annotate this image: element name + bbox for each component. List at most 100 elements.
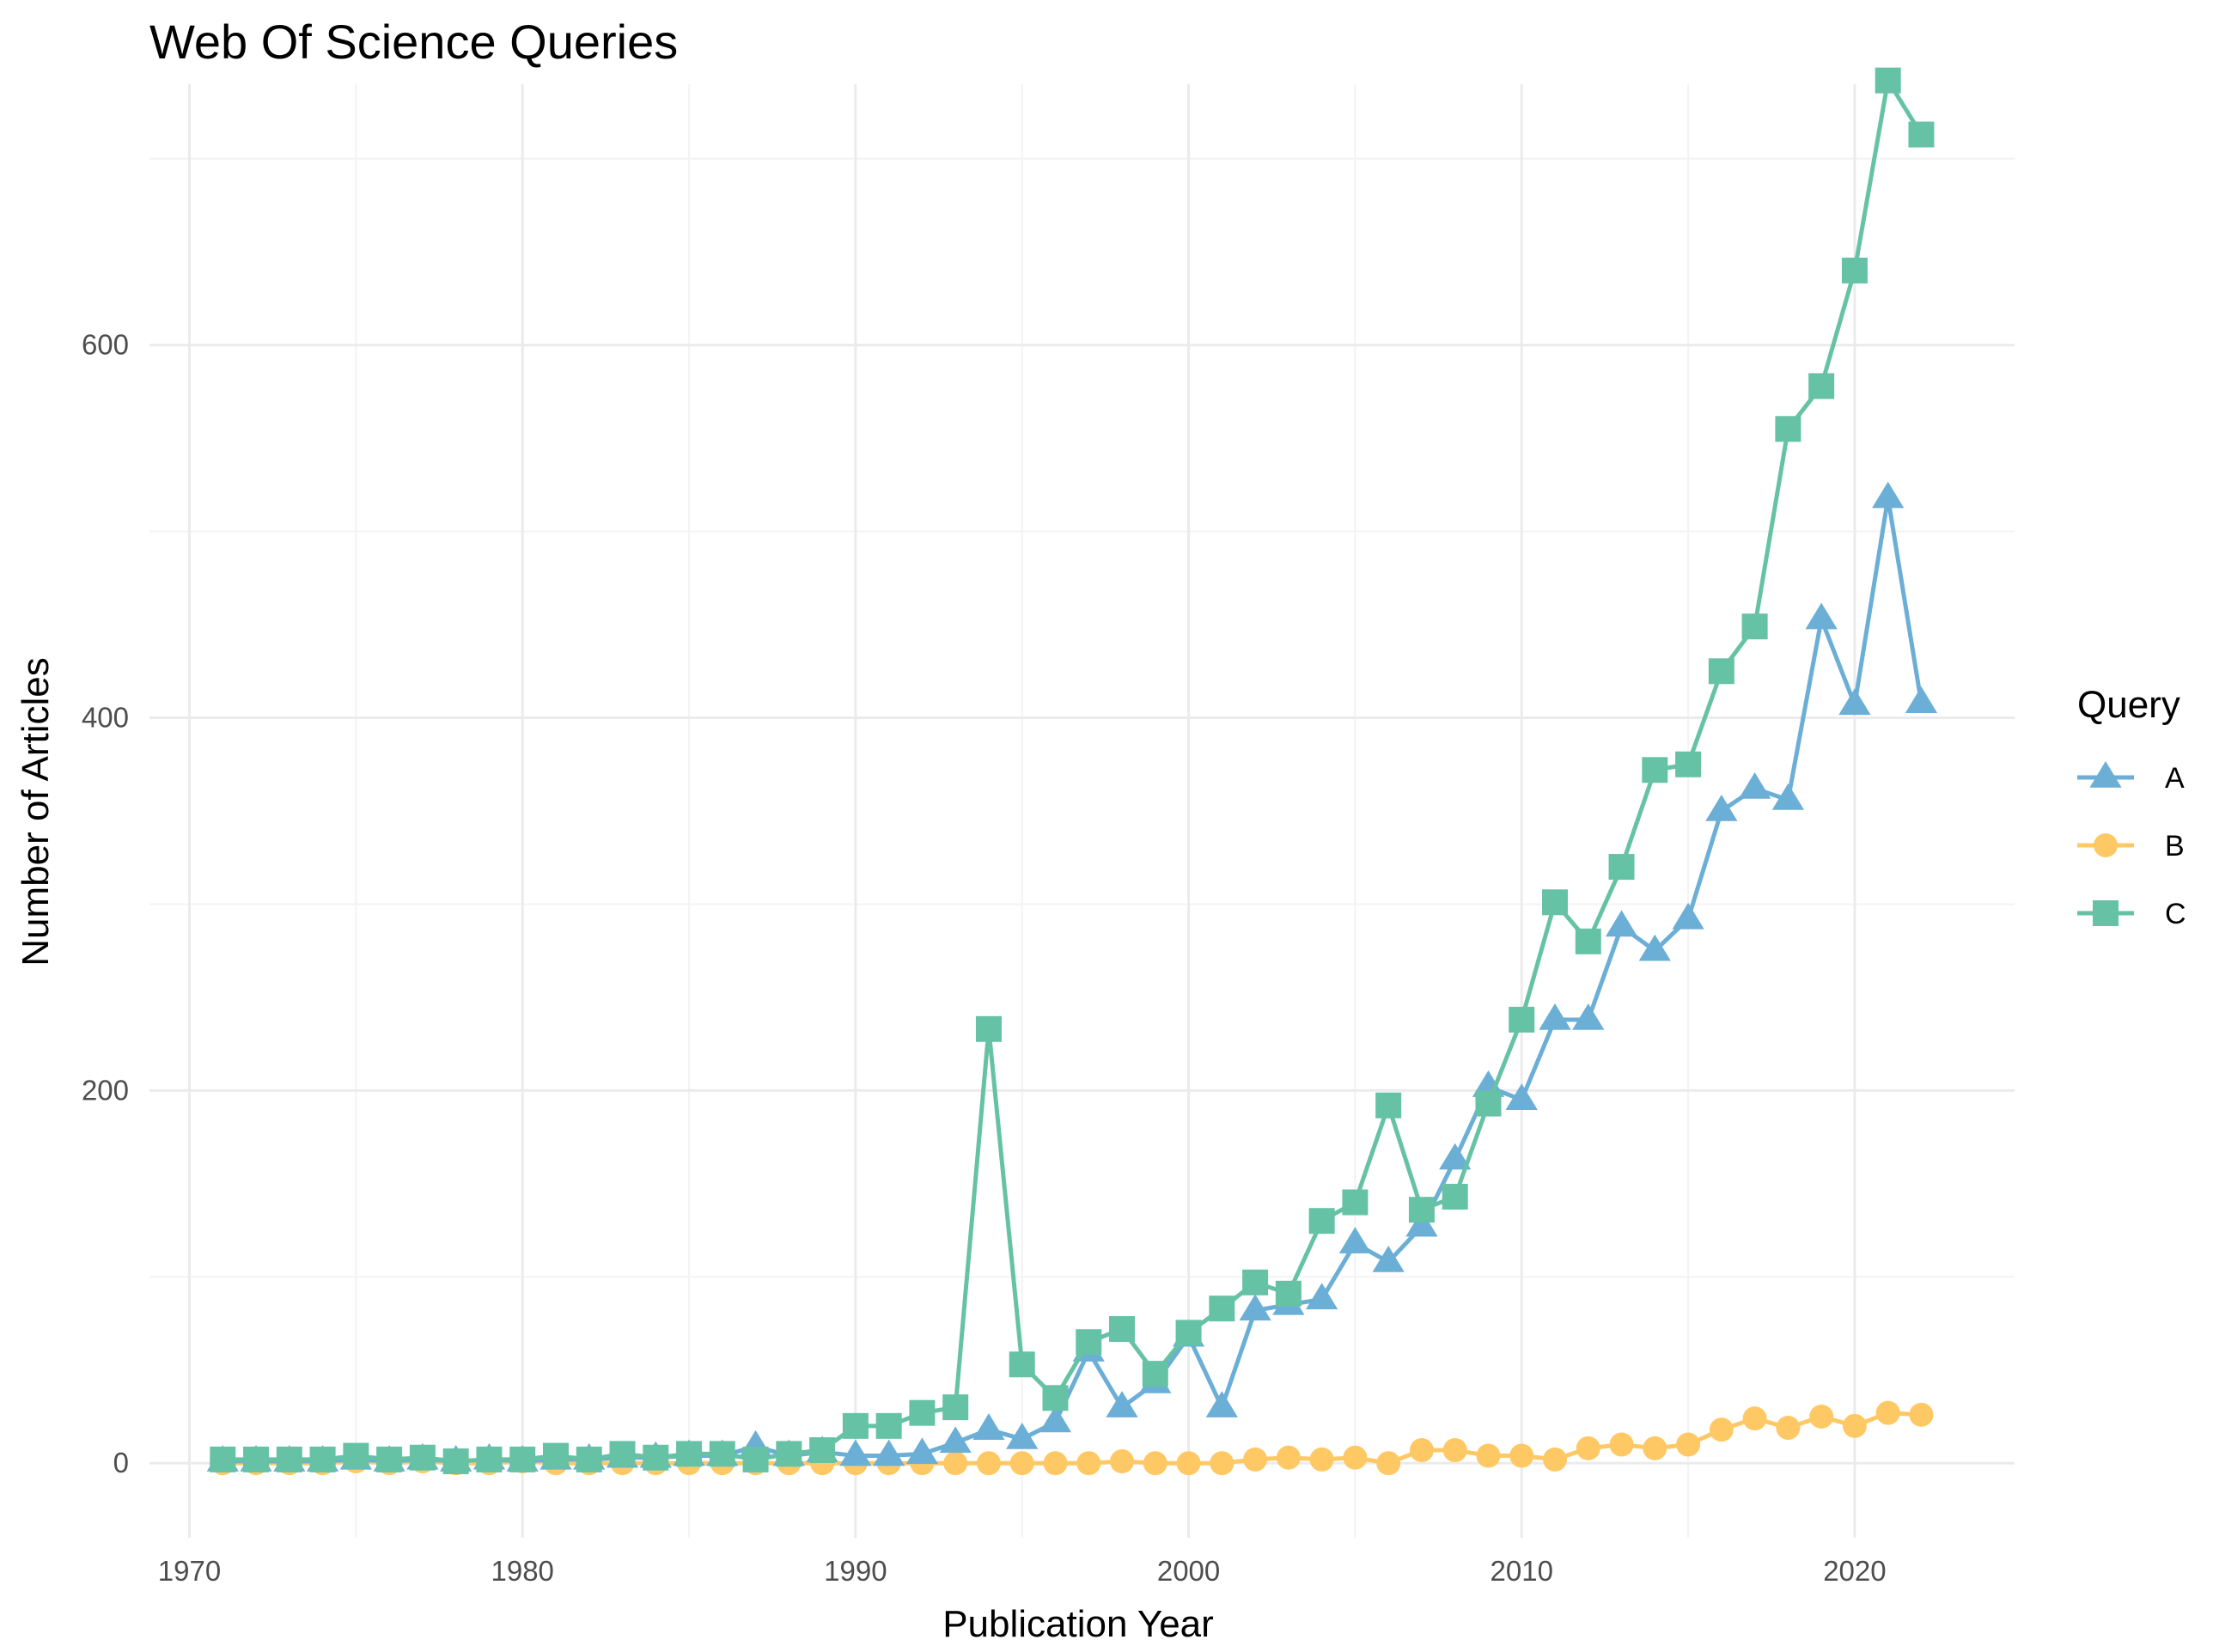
grid-lines — [149, 84, 2015, 1538]
data-point-c — [1308, 1208, 1335, 1234]
data-point-a — [1872, 481, 1905, 509]
x-tick-label: 2000 — [1157, 1555, 1220, 1587]
x-tick-label: 1980 — [491, 1555, 553, 1587]
data-point-c — [1076, 1329, 1102, 1356]
data-point-b — [1776, 1416, 1801, 1441]
y-tick-label: 200 — [82, 1074, 129, 1106]
data-point-c — [376, 1446, 403, 1472]
data-point-b — [1376, 1451, 1401, 1476]
data-point-a — [873, 1439, 905, 1466]
data-point-a — [1572, 1003, 1605, 1030]
data-point-c — [476, 1446, 503, 1472]
legend-label: A — [2165, 762, 2185, 795]
data-point-c — [609, 1441, 636, 1467]
data-point-c — [1509, 1006, 1535, 1033]
data-point-a — [839, 1439, 872, 1466]
data-point-c — [1542, 889, 1569, 916]
data-point-c — [1608, 854, 1635, 881]
data-point-a — [939, 1426, 972, 1454]
data-point-b — [1043, 1451, 1068, 1476]
data-point-b — [1343, 1445, 1368, 1470]
data-point-c — [1142, 1361, 1168, 1387]
data-point-a — [1638, 934, 1671, 961]
data-point-b — [1243, 1447, 1268, 1472]
data-point-c — [1408, 1197, 1435, 1223]
data-point-a — [1472, 1070, 1505, 1097]
data-point-c — [1775, 416, 1801, 442]
data-point-c — [1741, 613, 1768, 640]
legend-item-b: B — [2077, 830, 2185, 863]
data-point-a — [1605, 910, 1638, 937]
data-point-b — [976, 1451, 1001, 1476]
axis-labels: 1970 1980 1990 2000 2010 2020 0 200 400 600 — [82, 329, 1887, 1587]
data-point-b — [1609, 1432, 1634, 1457]
data-point-c — [1908, 121, 1935, 148]
data-point-b — [1809, 1405, 1834, 1429]
data-point-b — [1210, 1451, 1235, 1476]
data-point-b — [1409, 1438, 1434, 1463]
data-point-c — [1375, 1092, 1402, 1119]
x-axis-title: Publication Year — [942, 1603, 1214, 1645]
data-point-b — [1009, 1451, 1034, 1476]
data-point-b — [1875, 1400, 1900, 1425]
data-point-c — [875, 1412, 902, 1439]
data-point-b — [1110, 1449, 1135, 1474]
legend-key-circle-icon — [2094, 833, 2118, 857]
data-point-c — [1841, 257, 1868, 283]
data-point-a — [1805, 602, 1838, 630]
data-point-a — [1372, 1245, 1405, 1272]
data-point-a — [1539, 1003, 1571, 1030]
data-point-b — [1442, 1438, 1467, 1463]
data-point-b — [943, 1451, 968, 1476]
data-point-c — [776, 1441, 802, 1467]
data-point-a — [1672, 902, 1704, 930]
data-point-a — [1738, 771, 1771, 799]
legend-item-a: A — [2077, 761, 2185, 795]
data-point-b — [1076, 1451, 1101, 1476]
data-point-a — [1905, 686, 1938, 713]
series-line-c — [223, 78, 1923, 1464]
data-point-c — [309, 1446, 336, 1472]
data-point-c — [809, 1437, 836, 1464]
data-point-c — [842, 1412, 869, 1439]
data-point-c — [709, 1441, 735, 1467]
data-point-c — [643, 1444, 669, 1471]
x-tick-label: 1990 — [824, 1555, 887, 1587]
data-point-c — [1475, 1090, 1502, 1117]
data-point-b — [1909, 1402, 1934, 1427]
data-point-a — [1405, 1210, 1438, 1237]
data-point-c — [1275, 1280, 1302, 1307]
data-point-a — [1771, 783, 1804, 810]
data-point-b — [1576, 1436, 1600, 1460]
data-point-a — [1039, 1405, 1072, 1433]
legend-item-c: C — [2077, 898, 2186, 930]
legend: Query A B C — [2077, 684, 2186, 930]
data-point-c — [442, 1448, 469, 1475]
y-tick-label: 600 — [82, 329, 129, 361]
legend-label: C — [2165, 898, 2186, 930]
x-tick-label: 2020 — [1823, 1555, 1886, 1587]
data-point-b — [1143, 1451, 1167, 1476]
data-point-c — [409, 1444, 436, 1471]
data-point-c — [542, 1442, 569, 1469]
data-point-c — [1042, 1385, 1069, 1411]
data-point-b — [1509, 1443, 1534, 1468]
data-point-b — [1476, 1443, 1501, 1468]
data-point-c — [1442, 1184, 1468, 1210]
data-point-a — [1306, 1283, 1338, 1310]
legend-label: B — [2165, 830, 2185, 863]
x-tick-label: 1970 — [158, 1555, 221, 1587]
data-point-a — [1338, 1227, 1372, 1254]
data-point-c — [1575, 928, 1601, 954]
series-c — [210, 67, 1935, 1475]
legend-items: A B C — [2077, 761, 2186, 930]
data-point-b — [1176, 1451, 1201, 1476]
data-point-b — [1709, 1417, 1734, 1442]
legend-key-square-icon — [2093, 900, 2119, 926]
data-point-a — [1239, 1294, 1271, 1321]
data-point-c — [1642, 757, 1668, 783]
data-point-b — [1543, 1447, 1568, 1472]
data-point-c — [1009, 1351, 1035, 1378]
data-point-c — [1209, 1295, 1235, 1322]
